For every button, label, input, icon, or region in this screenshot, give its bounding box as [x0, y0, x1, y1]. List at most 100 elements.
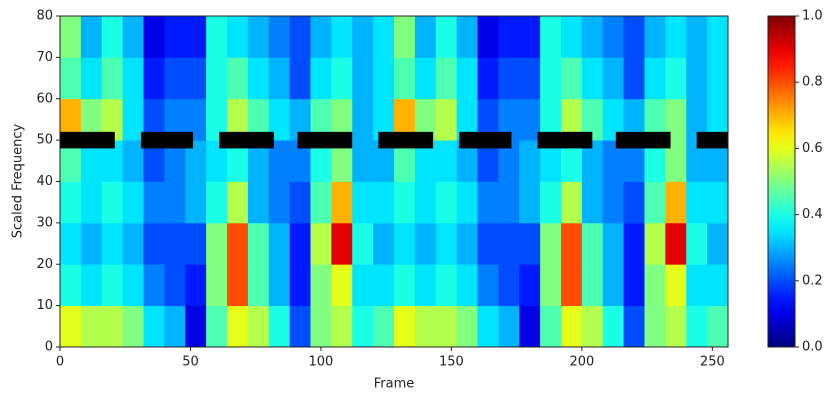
heat-cell: [80, 98, 103, 141]
x-tick-label: 150: [439, 355, 464, 370]
heat-cell: [707, 16, 729, 58]
heat-cell: [164, 57, 186, 100]
heat-cell: [519, 57, 541, 100]
heat-cell: [686, 222, 708, 265]
x-tick-label: 50: [182, 355, 199, 370]
heat-cell: [331, 57, 353, 100]
heat-cell: [435, 140, 458, 182]
heat-cell: [665, 305, 687, 348]
heat-cell: [227, 57, 249, 100]
mask-segment: [696, 131, 728, 149]
heat-cell: [373, 181, 395, 224]
heat-cell: [352, 16, 374, 58]
heat-cell: [394, 57, 416, 100]
heat-cell: [686, 305, 708, 348]
heat-cell: [561, 57, 583, 100]
heat-cell: [540, 181, 562, 224]
heat-cell: [394, 264, 416, 307]
heat-cell: [477, 57, 499, 100]
heat-cell: [331, 16, 353, 58]
y-tick-label: 30: [36, 215, 53, 230]
heat-cell: [707, 181, 729, 224]
heat-cell: [561, 222, 583, 265]
heat-cell: [310, 264, 332, 307]
heat-cell: [602, 57, 625, 100]
heat-cell: [352, 264, 374, 307]
heat-cell: [581, 57, 604, 100]
heat-cell: [644, 181, 666, 224]
heat-cell: [394, 140, 416, 182]
heat-cell: [206, 140, 228, 182]
heat-cell: [373, 98, 395, 141]
y-tick-label: 0: [45, 340, 53, 355]
heat-cell: [498, 181, 520, 224]
heat-cell: [122, 57, 144, 100]
heat-cell: [519, 181, 541, 224]
heat-cell: [435, 57, 458, 100]
colorbar-tick-label: 0.8: [802, 75, 823, 90]
heat-cell: [394, 98, 416, 141]
heat-cell: [164, 16, 186, 58]
heat-cell: [331, 181, 353, 224]
heat-cell: [227, 16, 249, 58]
heat-cell: [101, 181, 124, 224]
heat-cell: [456, 305, 478, 348]
heat-cell: [143, 98, 165, 141]
heat-cell: [289, 181, 311, 224]
heat-cell: [352, 98, 374, 141]
heat-cell: [686, 181, 708, 224]
heat-cell: [164, 98, 186, 141]
heat-cell: [561, 305, 583, 348]
heat-cell: [289, 305, 311, 348]
heat-cell: [352, 140, 374, 182]
heat-cell: [707, 140, 729, 182]
heat-cell: [185, 98, 207, 141]
heat-cell: [602, 181, 625, 224]
heat-cell: [247, 140, 270, 182]
y-tick-label: 20: [36, 257, 53, 272]
y-tick-label: 60: [36, 91, 53, 106]
heat-cell: [310, 140, 332, 182]
heat-cell: [456, 222, 478, 265]
y-tick-label: 40: [36, 174, 53, 189]
heat-cell: [206, 98, 228, 141]
y-tick-label: 70: [36, 50, 53, 65]
mask-segment: [219, 131, 274, 149]
heat-cell: [227, 98, 249, 141]
heat-cell: [60, 140, 82, 182]
heat-cell: [122, 98, 144, 141]
heat-cell: [80, 222, 103, 265]
overlay: [60, 131, 728, 149]
colorbar-tick-label: 1.0: [802, 9, 823, 24]
heat-cell: [519, 98, 541, 141]
heat-cell: [331, 140, 353, 182]
heat-cell: [164, 264, 186, 307]
heat-cell: [352, 57, 374, 100]
heat-cell: [164, 140, 186, 182]
heat-cell: [561, 98, 583, 141]
heat-cell: [435, 98, 458, 141]
heat-cell: [456, 181, 478, 224]
heat-cell: [247, 181, 270, 224]
heat-cell: [331, 222, 353, 265]
y-tick-label: 50: [36, 133, 53, 148]
heat-cell: [185, 140, 207, 182]
heat-cell: [60, 264, 82, 307]
heat-cell: [644, 16, 666, 58]
mask-segment: [615, 131, 671, 149]
heat-cell: [623, 222, 645, 265]
heat-cell: [60, 16, 82, 58]
heat-cell: [623, 98, 645, 141]
heat-cell: [143, 16, 165, 58]
heat-cell: [581, 305, 604, 348]
heat-cell: [540, 222, 562, 265]
heat-cell: [477, 181, 499, 224]
heat-cell: [644, 305, 666, 348]
heat-cell: [122, 264, 144, 307]
heat-cell: [561, 140, 583, 182]
heat-cell: [268, 264, 291, 307]
heat-cell: [227, 140, 249, 182]
heat-cell: [268, 57, 291, 100]
heat-cell: [414, 140, 437, 182]
heat-cell: [289, 264, 311, 307]
